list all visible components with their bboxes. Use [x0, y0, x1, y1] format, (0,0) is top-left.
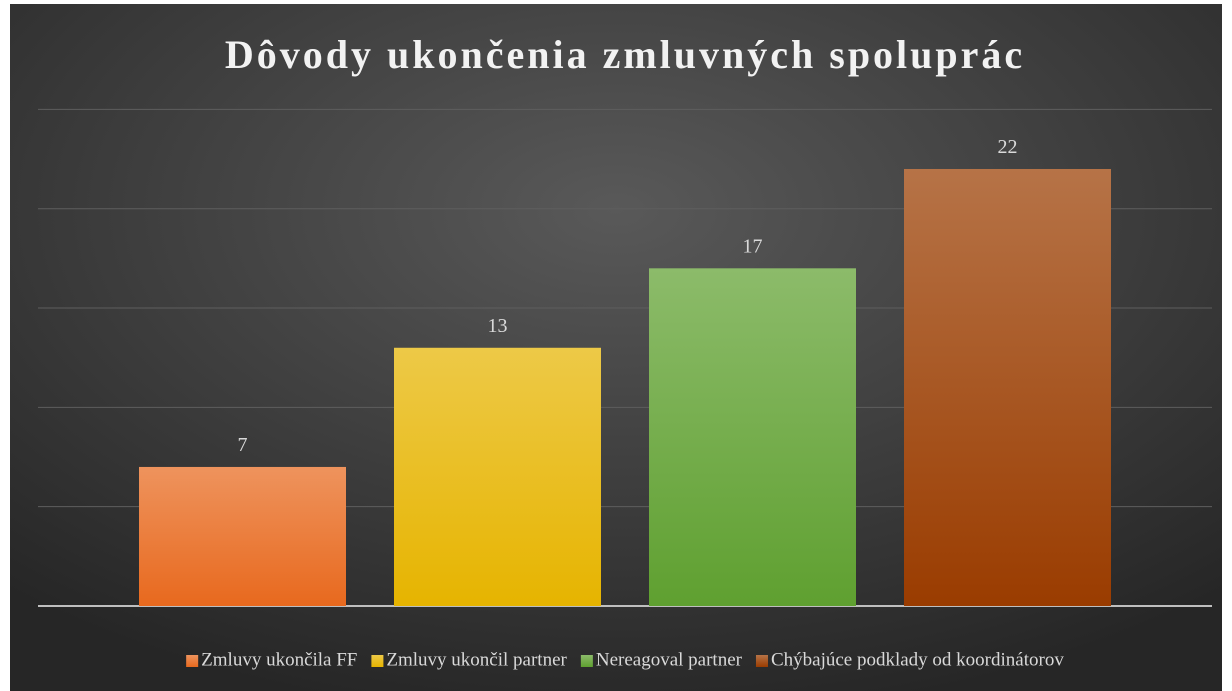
bar — [649, 268, 856, 606]
legend-swatch — [186, 655, 199, 667]
legend-label: Nereagoval partner — [596, 649, 743, 670]
legend-label: Chýbajúce podklady od koordinátorov — [771, 649, 1064, 670]
data-label: 7 — [238, 434, 248, 456]
legend-swatch — [580, 655, 593, 667]
data-label: 22 — [998, 136, 1018, 158]
legend-swatch — [371, 655, 384, 667]
bar — [139, 466, 346, 606]
legend-label: Zmluvy ukončila FF — [201, 649, 357, 670]
plot-area: 7 13 17 22 — [38, 108, 1212, 607]
legend-swatch — [755, 655, 768, 667]
bar — [394, 347, 601, 606]
data-label: 13 — [488, 315, 508, 337]
legend: Zmluvy ukončila FF Zmluvy ukončil partner… — [186, 649, 1064, 670]
chart-title: Dôvody ukončenia zmluvných spoluprác — [225, 32, 1025, 77]
legend-label: Zmluvy ukončil partner — [386, 649, 567, 670]
bar — [904, 168, 1111, 606]
data-label: 17 — [743, 235, 763, 257]
